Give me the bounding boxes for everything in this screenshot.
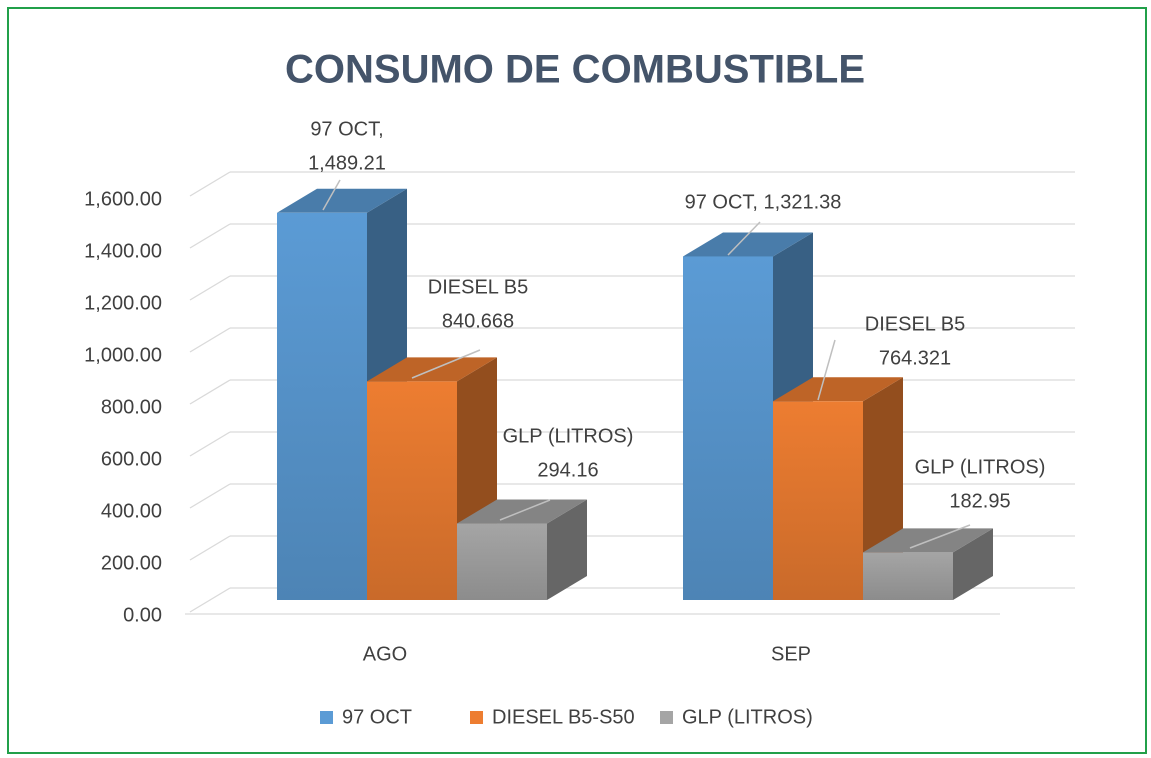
data-label: GLP (LITROS): [503, 425, 634, 447]
y-tick-label: 1,400.00: [84, 240, 162, 262]
legend-swatch: [470, 711, 483, 724]
y-tick-label: 800.00: [101, 396, 162, 418]
bar-side: [547, 499, 587, 600]
legend-swatch: [660, 711, 673, 724]
y-tick-label: 1,000.00: [84, 344, 162, 366]
grid-line: [189, 535, 231, 561]
bar-front: [277, 212, 367, 600]
bar-front: [773, 401, 863, 600]
bar-top: [683, 232, 813, 257]
y-tick-label: 1,600.00: [84, 188, 162, 210]
grid-line: [189, 275, 231, 301]
grid-line: [189, 587, 231, 613]
grid-line: [189, 223, 231, 249]
data-label: DIESEL B5: [865, 313, 965, 335]
bar-front: [457, 523, 547, 600]
data-label: GLP (LITROS): [915, 456, 1046, 478]
data-label: 182.95: [949, 490, 1010, 512]
grid-line: [189, 327, 231, 353]
legend-label: 97 OCT: [342, 706, 412, 728]
y-tick-label: 1,200.00: [84, 292, 162, 314]
legend-label: GLP (LITROS): [682, 706, 813, 728]
data-label: 97 OCT,: [310, 118, 383, 140]
x-tick-label: SEP: [771, 643, 811, 665]
bar: [457, 499, 587, 600]
y-tick-label: 400.00: [101, 500, 162, 522]
leader-line: [322, 179, 341, 211]
bar: [863, 528, 993, 600]
grid-line: [189, 483, 231, 509]
legend-label: DIESEL B5-S50: [492, 706, 635, 728]
data-label: 764.321: [879, 347, 951, 369]
x-tick-label: AGO: [363, 643, 407, 665]
bar-front: [683, 256, 773, 600]
legend-swatch: [320, 711, 333, 724]
leader-line: [817, 339, 836, 401]
bar: [773, 377, 903, 600]
y-tick-label: 600.00: [101, 448, 162, 470]
y-tick-label: 0.00: [123, 604, 162, 626]
data-label: DIESEL B5: [428, 276, 528, 298]
chart-title: CONSUMO DE COMBUSTIBLE: [285, 48, 865, 92]
y-tick-label: 200.00: [101, 552, 162, 574]
bar-front: [863, 552, 953, 600]
grid-line: [189, 431, 231, 457]
bar-top: [773, 377, 903, 402]
leader-line: [727, 221, 761, 256]
leader-line: [411, 349, 481, 379]
bar-side: [953, 528, 993, 600]
data-label: 840.668: [442, 310, 514, 332]
grid-line: [189, 379, 231, 405]
bar-top: [277, 188, 407, 213]
data-label: 294.16: [537, 459, 598, 481]
data-label: 97 OCT, 1,321.38: [685, 191, 842, 213]
leader-line: [499, 499, 551, 521]
data-label: 1,489.21: [308, 152, 386, 174]
leader-line: [909, 524, 971, 549]
bar-front: [367, 381, 457, 600]
grid-line: [189, 171, 231, 197]
